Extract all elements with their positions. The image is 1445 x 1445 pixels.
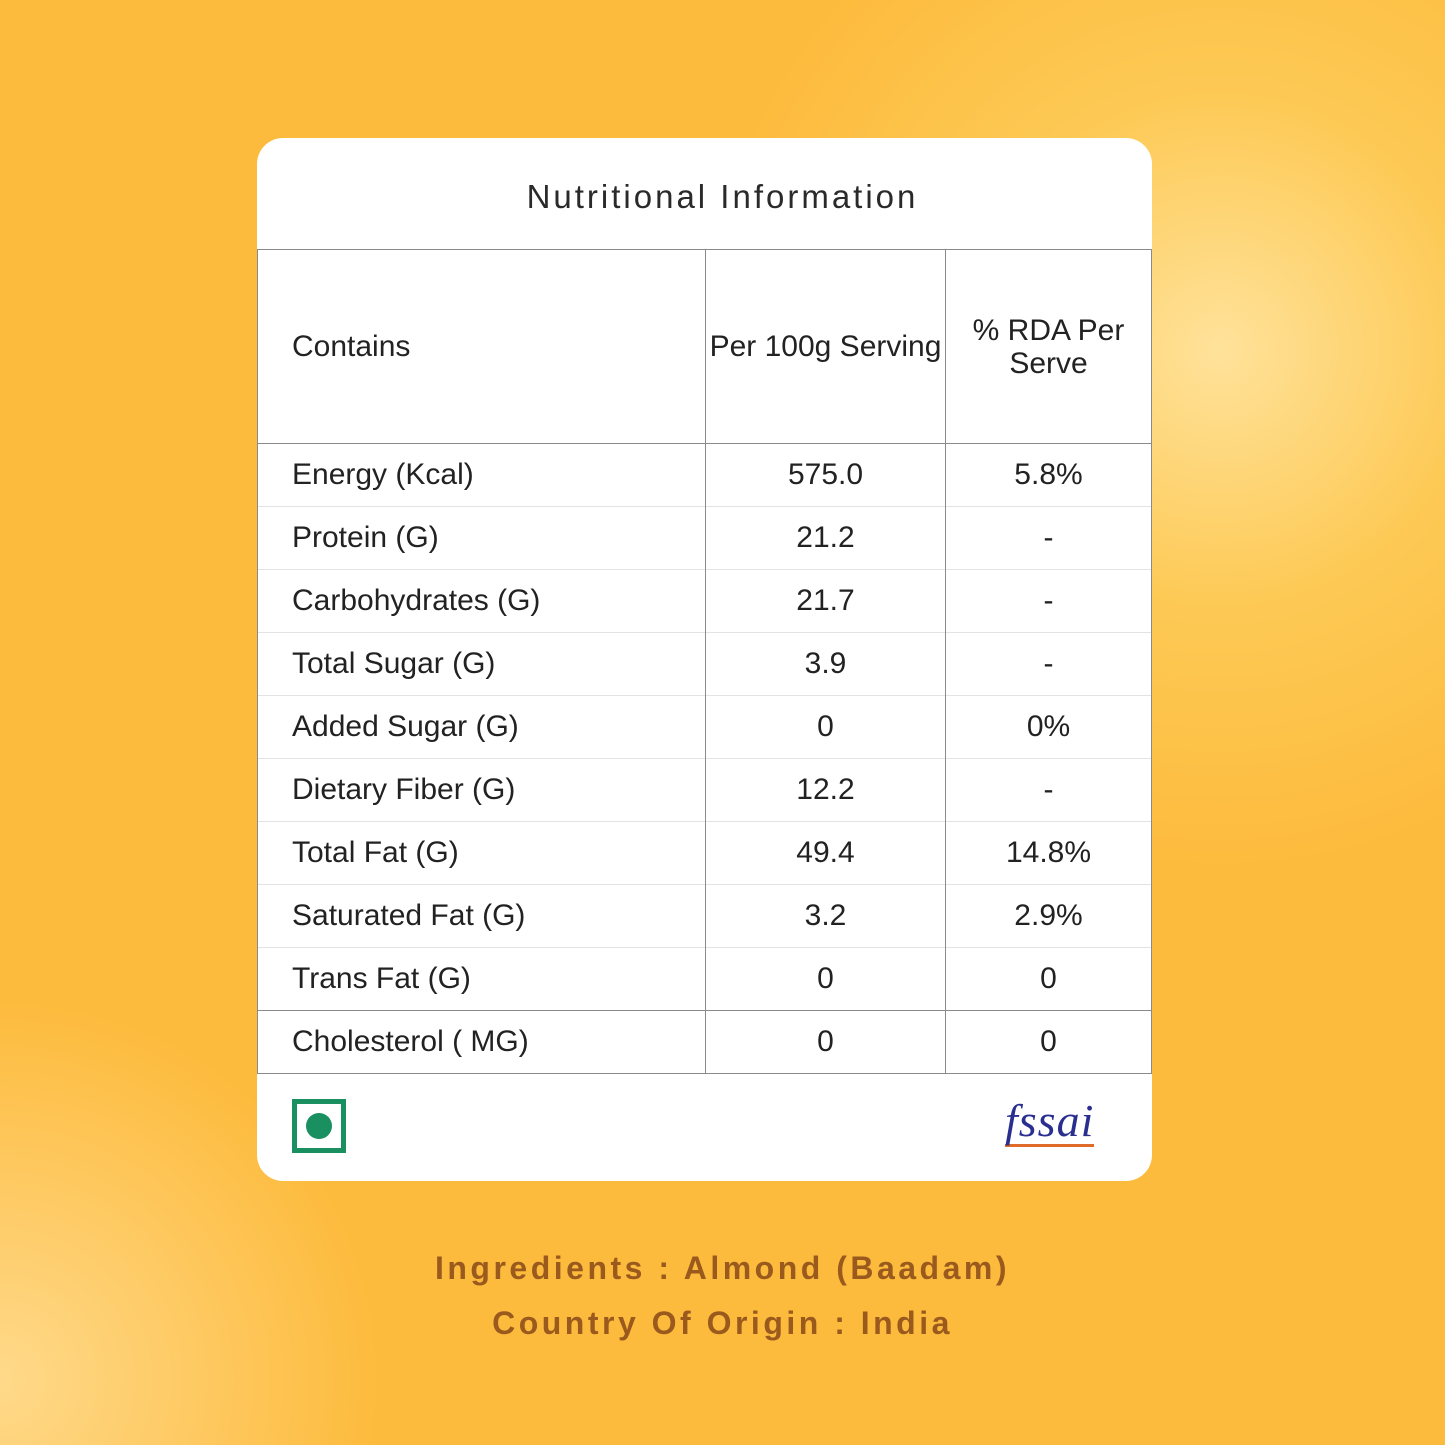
table-row: Energy (Kcal) 575.0 5.8% [257,443,1152,507]
table-row: Saturated Fat (G) 3.2 2.9% [257,884,1152,948]
table-cell: 0 [705,947,946,1011]
table-row: Total Sugar (G) 3.9- [257,632,1152,696]
table-row: Added Sugar (G) 0 0% [257,695,1152,759]
table-cell: 5.8% [945,443,1152,507]
table-cell: 14.8% [945,821,1152,885]
table-cell: 0% [945,695,1152,759]
table-cell: - [945,506,1152,570]
table-cell: Cholesterol ( MG) [257,1010,706,1074]
card-title: Nutritional Information [526,178,919,215]
table-cell: 0 [945,1010,1152,1074]
table-cell: - [945,758,1152,822]
header-cell: Per 100g Serving [705,249,946,444]
table-cell: Total Fat (G) [257,821,706,885]
origin: Country Of Origin : India [492,1305,953,1341]
table-cell: 3.2 [705,884,946,948]
table-cell: Saturated Fat (G) [257,884,706,948]
table-row: Cholesterol ( MG) 0 0 [257,1010,1152,1074]
header-cell: % RDA Per Serve [945,249,1152,444]
table-row: Trans Fat (G) 0 0 [257,947,1152,1011]
table-cell: 12.2 [705,758,946,822]
table-cell: 21.7 [705,569,946,633]
table-cell: Protein (G) [257,506,706,570]
header-row: Contains Per 100g Serving% RDA Per Serve [257,249,1152,444]
table-cell: 575.0 [705,443,946,507]
table-cell: Energy (Kcal) [257,443,706,507]
veg-mark [292,1099,346,1153]
table-cell: 2.9% [945,884,1152,948]
table-cell: 0 [705,695,946,759]
ingredients: Ingredients : Almond (Baadam) [434,1250,1010,1286]
table-row: Carbohydrates (G) 21.7- [257,569,1152,633]
fssai-logo: fssai [1005,1095,1095,1147]
table-cell: Added Sugar (G) [257,695,706,759]
table-row: Total Fat (G) 49.4 14.8% [257,821,1152,885]
table-cell: Trans Fat (G) [257,947,706,1011]
table-cell: Carbohydrates (G) [257,569,706,633]
table-cell: 0 [705,1010,946,1074]
table-cell: 21.2 [705,506,946,570]
table-cell: Dietary Fiber (G) [257,758,706,822]
table-row: Protein (G) 21.2- [257,506,1152,570]
header-cell: Contains [257,249,706,444]
table-cell: 0 [945,947,1152,1011]
table-cell: - [945,569,1152,633]
table-cell: 3.9 [705,632,946,696]
nutrition-table: Contains Per 100g Serving% RDA Per Serve … [257,249,1152,1074]
table-cell: 49.4 [705,821,946,885]
table-row: Dietary Fiber (G) 12.2- [257,758,1152,822]
table-cell: - [945,632,1152,696]
table-cell: Total Sugar (G) [257,632,706,696]
